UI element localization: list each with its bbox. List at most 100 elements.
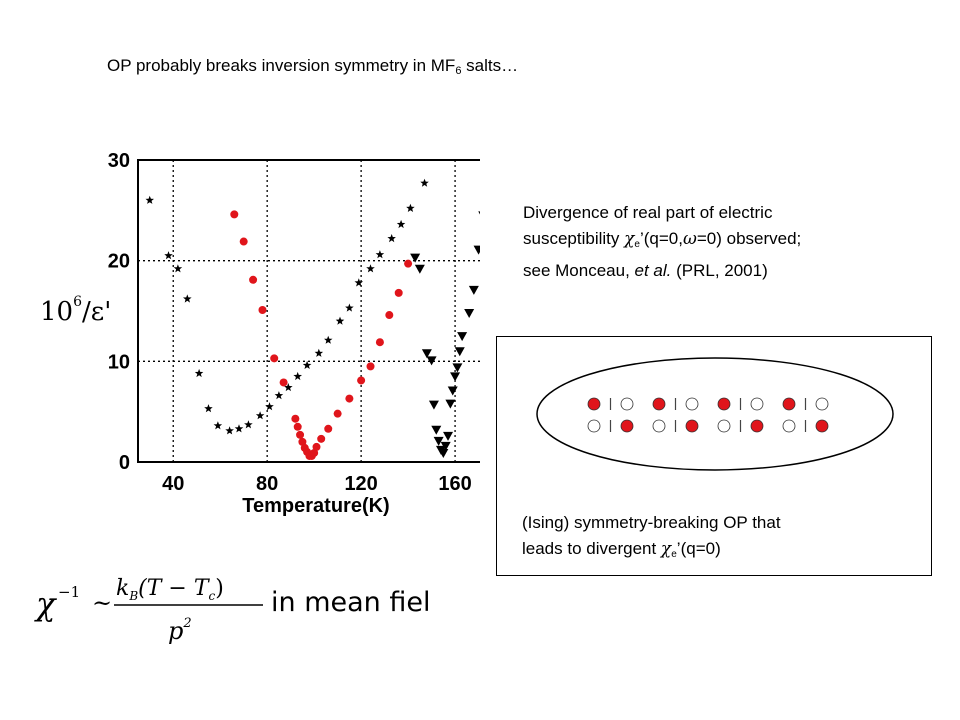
data-point-triangle: [410, 253, 421, 263]
et-al: et al.: [634, 261, 672, 280]
ising-site-open: [750, 397, 764, 411]
y-tick-label: 0: [119, 452, 130, 474]
data-point-circle: [375, 338, 384, 347]
y-axis-label-ten: 10: [40, 297, 73, 327]
ising-site-filled: [750, 419, 764, 433]
data-point-star: [366, 264, 375, 273]
ising-site-open: [717, 419, 731, 433]
ising-site-open: [782, 419, 796, 433]
data-point-circle: [404, 259, 413, 268]
title-main: OP probably breaks inversion symmetry in…: [107, 56, 456, 75]
x-tick-label: 80: [256, 473, 278, 495]
ising-site-filled: [652, 397, 666, 411]
data-point-star: [396, 219, 406, 229]
data-point-circle: [298, 437, 307, 446]
ising-site-open: [587, 419, 601, 433]
chi-symbol: χ: [624, 229, 635, 249]
formula-numerator: kB(T − Tc): [116, 576, 224, 603]
data-point-star: [387, 234, 396, 243]
data-point-triangle: [428, 400, 439, 410]
description-line-1: Divergence of real part of electric: [523, 203, 773, 222]
data-point-triangle: [431, 425, 442, 435]
data-point-triangle: [438, 448, 449, 458]
data-point-circle: [249, 275, 258, 284]
formula-exponent: −1: [58, 583, 80, 601]
data-point-triangle: [473, 245, 480, 255]
data-point-star: [244, 420, 253, 429]
mean-field-formula: χ −1 ~ kB(T − Tc) p2 in mean field: [34, 576, 428, 645]
data-point-circle: [293, 422, 302, 431]
data-point-star: [265, 402, 274, 411]
data-point-star: [345, 303, 354, 312]
title-subscript: 6: [455, 65, 462, 77]
data-point-triangle: [464, 309, 475, 319]
data-point-star: [173, 264, 183, 273]
description-line-2: susceptibility χe’(q=0,ω=0) observed;: [523, 229, 802, 250]
ising-caption-line-2: leads to divergent χe’(q=0): [522, 539, 721, 560]
data-point-triangle: [457, 332, 468, 342]
data-point-triangle: [452, 363, 463, 373]
data-point-circle: [317, 434, 326, 443]
ising-site-filled: [620, 419, 634, 433]
data-point-star: [183, 294, 192, 303]
ising-diagram-box: [496, 336, 932, 576]
ising-site-filled: [685, 419, 699, 433]
ising-site-filled: [717, 397, 731, 411]
description-text: Divergence of real part of electric susc…: [523, 200, 943, 284]
data-point-star: [375, 250, 385, 259]
y-axis-label-exp: 6: [73, 294, 82, 310]
data-point-triangle: [445, 399, 456, 409]
chi-symbol: χ: [660, 539, 672, 559]
description-line-3: see Monceau, et al. (PRL, 2001): [523, 261, 768, 280]
data-point-star: [225, 426, 234, 435]
data-point-triangle: [433, 436, 444, 446]
data-point-star: [354, 278, 364, 287]
data-point-circle: [239, 237, 248, 246]
data-point-star: [213, 421, 223, 430]
data-point-triangle: [414, 264, 425, 274]
y-tick-label: 30: [108, 150, 130, 172]
ising-caption: (Ising) symmetry-breaking OP that leads …: [522, 510, 922, 568]
data-point-triangle: [447, 386, 458, 396]
data-point-circle: [270, 354, 279, 363]
data-point-circle: [279, 378, 288, 387]
data-point-triangle: [478, 211, 480, 215]
data-point-triangle: [421, 349, 432, 359]
data-point-star: [204, 404, 213, 413]
ising-site-open: [815, 397, 829, 411]
data-point-star: [284, 383, 293, 392]
y-tick-label: 10: [108, 351, 130, 373]
omega-symbol: ω: [682, 229, 697, 249]
chart-grid: [138, 160, 480, 462]
x-axis-label: Temperature(K): [242, 495, 389, 517]
data-point-triangle: [426, 356, 437, 366]
data-point-star: [314, 348, 324, 357]
y-axis-label: 106/ε': [40, 294, 111, 327]
formula-sim: ~: [92, 589, 112, 617]
data-point-circle: [345, 394, 354, 403]
formula-chi: χ: [34, 585, 57, 623]
data-point-circle: [385, 311, 394, 320]
ising-site-filled: [815, 419, 829, 433]
ising-site-open: [620, 397, 634, 411]
data-point-circle: [291, 414, 300, 423]
formula-denominator: p2: [168, 616, 192, 645]
slide-title: OP probably breaks inversion symmetry in…: [107, 56, 518, 77]
ising-diagram: [536, 357, 894, 471]
data-point-triangle: [468, 285, 479, 295]
data-point-star: [164, 251, 173, 260]
data-point-circle: [312, 442, 321, 451]
data-point-star: [274, 391, 284, 400]
x-tick-label: 40: [162, 473, 184, 495]
title-tail: salts…: [461, 56, 519, 75]
data-point-circle: [357, 376, 366, 385]
data-point-star: [234, 424, 244, 433]
data-point-circle: [310, 448, 319, 457]
ising-site-open: [652, 419, 666, 433]
x-tick-label: 120: [344, 473, 377, 495]
ising-site-open: [685, 397, 699, 411]
data-point-star: [335, 316, 345, 325]
data-point-star: [420, 178, 429, 187]
data-point-star: [145, 195, 154, 204]
